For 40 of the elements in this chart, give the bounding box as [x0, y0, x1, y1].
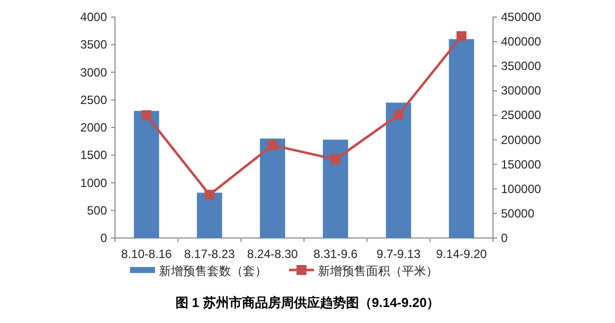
y-tick-label: 3000: [80, 65, 108, 80]
y2-tick-label: 200000: [501, 132, 542, 147]
legend-label: 新增预售面积（平米）: [318, 264, 438, 278]
bar: [322, 140, 348, 238]
x-tick-label: 8.10-8.16: [121, 247, 172, 261]
bar: [448, 39, 474, 238]
x-tick-label: 9.14-9.20: [436, 247, 488, 261]
y2-tick-label: 50000: [501, 206, 535, 220]
y-tick-label: 1000: [80, 176, 108, 190]
y2-tick-label: 450000: [501, 10, 542, 24]
point: [456, 31, 466, 42]
bar: [196, 192, 222, 238]
x-tick-label: 8.31-9.6: [313, 247, 358, 261]
y-tick-label: 2500: [80, 92, 108, 107]
point: [330, 154, 340, 164]
point: [142, 110, 152, 120]
y-tick-label: 3500: [80, 38, 108, 52]
x-tick-label: 9.7-9.13: [376, 247, 421, 261]
legend-label: 新增预售套数（套）: [159, 264, 267, 278]
y2-tick-label: 250000: [501, 108, 542, 122]
y-tick-label: 4000: [80, 10, 108, 24]
point: [204, 190, 214, 200]
y-tick-label: 500: [86, 203, 108, 218]
point: [268, 140, 278, 150]
y2-tick-label: 100000: [501, 182, 542, 196]
y-tick-label: 0: [100, 231, 108, 245]
y-tick-label: 1500: [80, 148, 108, 162]
text: 图 1 苏州市商品房周供应趋势图（9.14-9.20）: [175, 295, 440, 310]
point: [394, 110, 404, 120]
y-tick-label: 2000: [80, 120, 108, 134]
y2-tick-label: 350000: [501, 59, 542, 74]
y2-tick-label: 150000: [501, 157, 542, 172]
bar: [134, 110, 160, 238]
y2-tick-label: 300000: [501, 84, 542, 98]
bar: [260, 138, 286, 238]
bar: [386, 102, 412, 238]
y2-tick-label: 400000: [501, 34, 542, 49]
x-tick-label: 8.17-8.23: [184, 247, 236, 261]
y2-tick-label: 0: [501, 231, 508, 245]
x-tick-label: 8.24-8.30: [247, 247, 298, 261]
